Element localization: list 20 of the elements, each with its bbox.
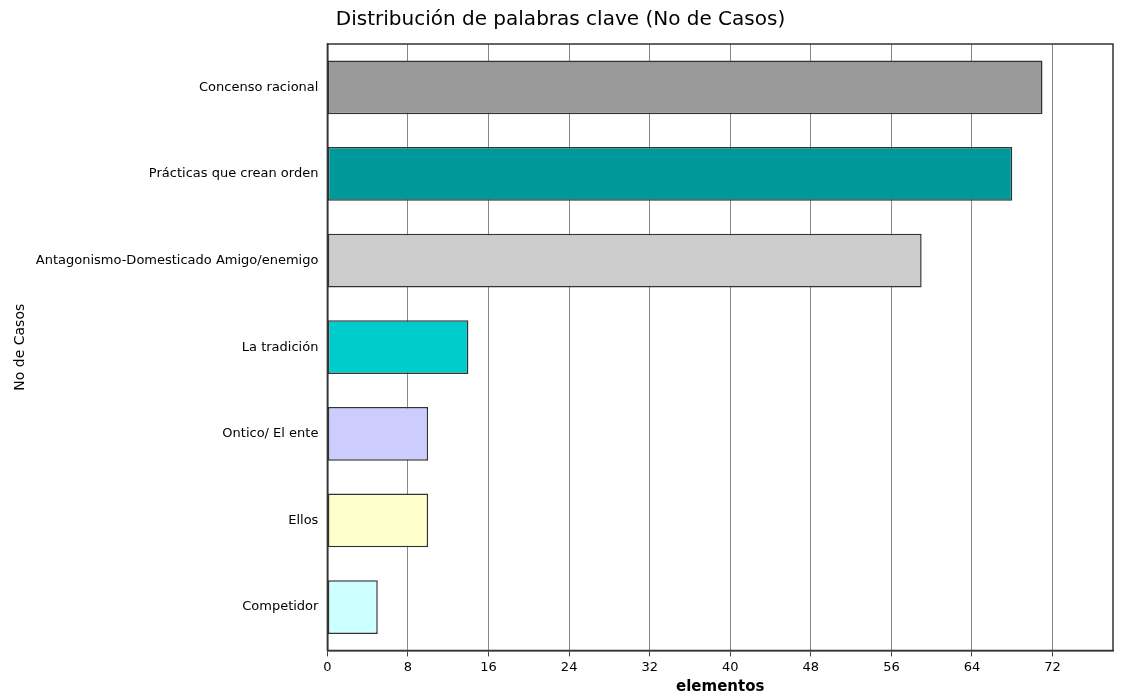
y-tick-label: Competidor bbox=[242, 598, 320, 614]
y-tick-label: Ellos bbox=[288, 511, 319, 527]
x-axis-title: elementos bbox=[676, 676, 765, 695]
x-tick-label: 32 bbox=[641, 658, 658, 674]
x-tick-label: 8 bbox=[403, 658, 413, 674]
x-tick-label: 40 bbox=[722, 658, 739, 674]
x-tick-label: 72 bbox=[1044, 658, 1061, 674]
y-tick-label: Concenso racional bbox=[199, 78, 319, 94]
y-tick-label: Prácticas que crean orden bbox=[148, 165, 319, 181]
x-tick-label: 56 bbox=[883, 658, 900, 674]
y-axis-title: No de Casos bbox=[11, 303, 28, 391]
x-tick-label: 0 bbox=[323, 658, 332, 674]
x-tick-label: 48 bbox=[802, 658, 820, 674]
y-tick-label: Ontico/ El ente bbox=[222, 425, 319, 441]
x-tick-label: 16 bbox=[480, 658, 497, 674]
y-tick-label: La tradición bbox=[241, 338, 319, 354]
x-tick-label: 24 bbox=[560, 658, 578, 674]
x-tick-label: 64 bbox=[963, 658, 981, 674]
y-tick-label: Antagonismo-Domesticado Amigo/enemigo bbox=[35, 251, 319, 267]
chart-title: Distribución de palabras clave (No de Casos) bbox=[335, 6, 786, 31]
